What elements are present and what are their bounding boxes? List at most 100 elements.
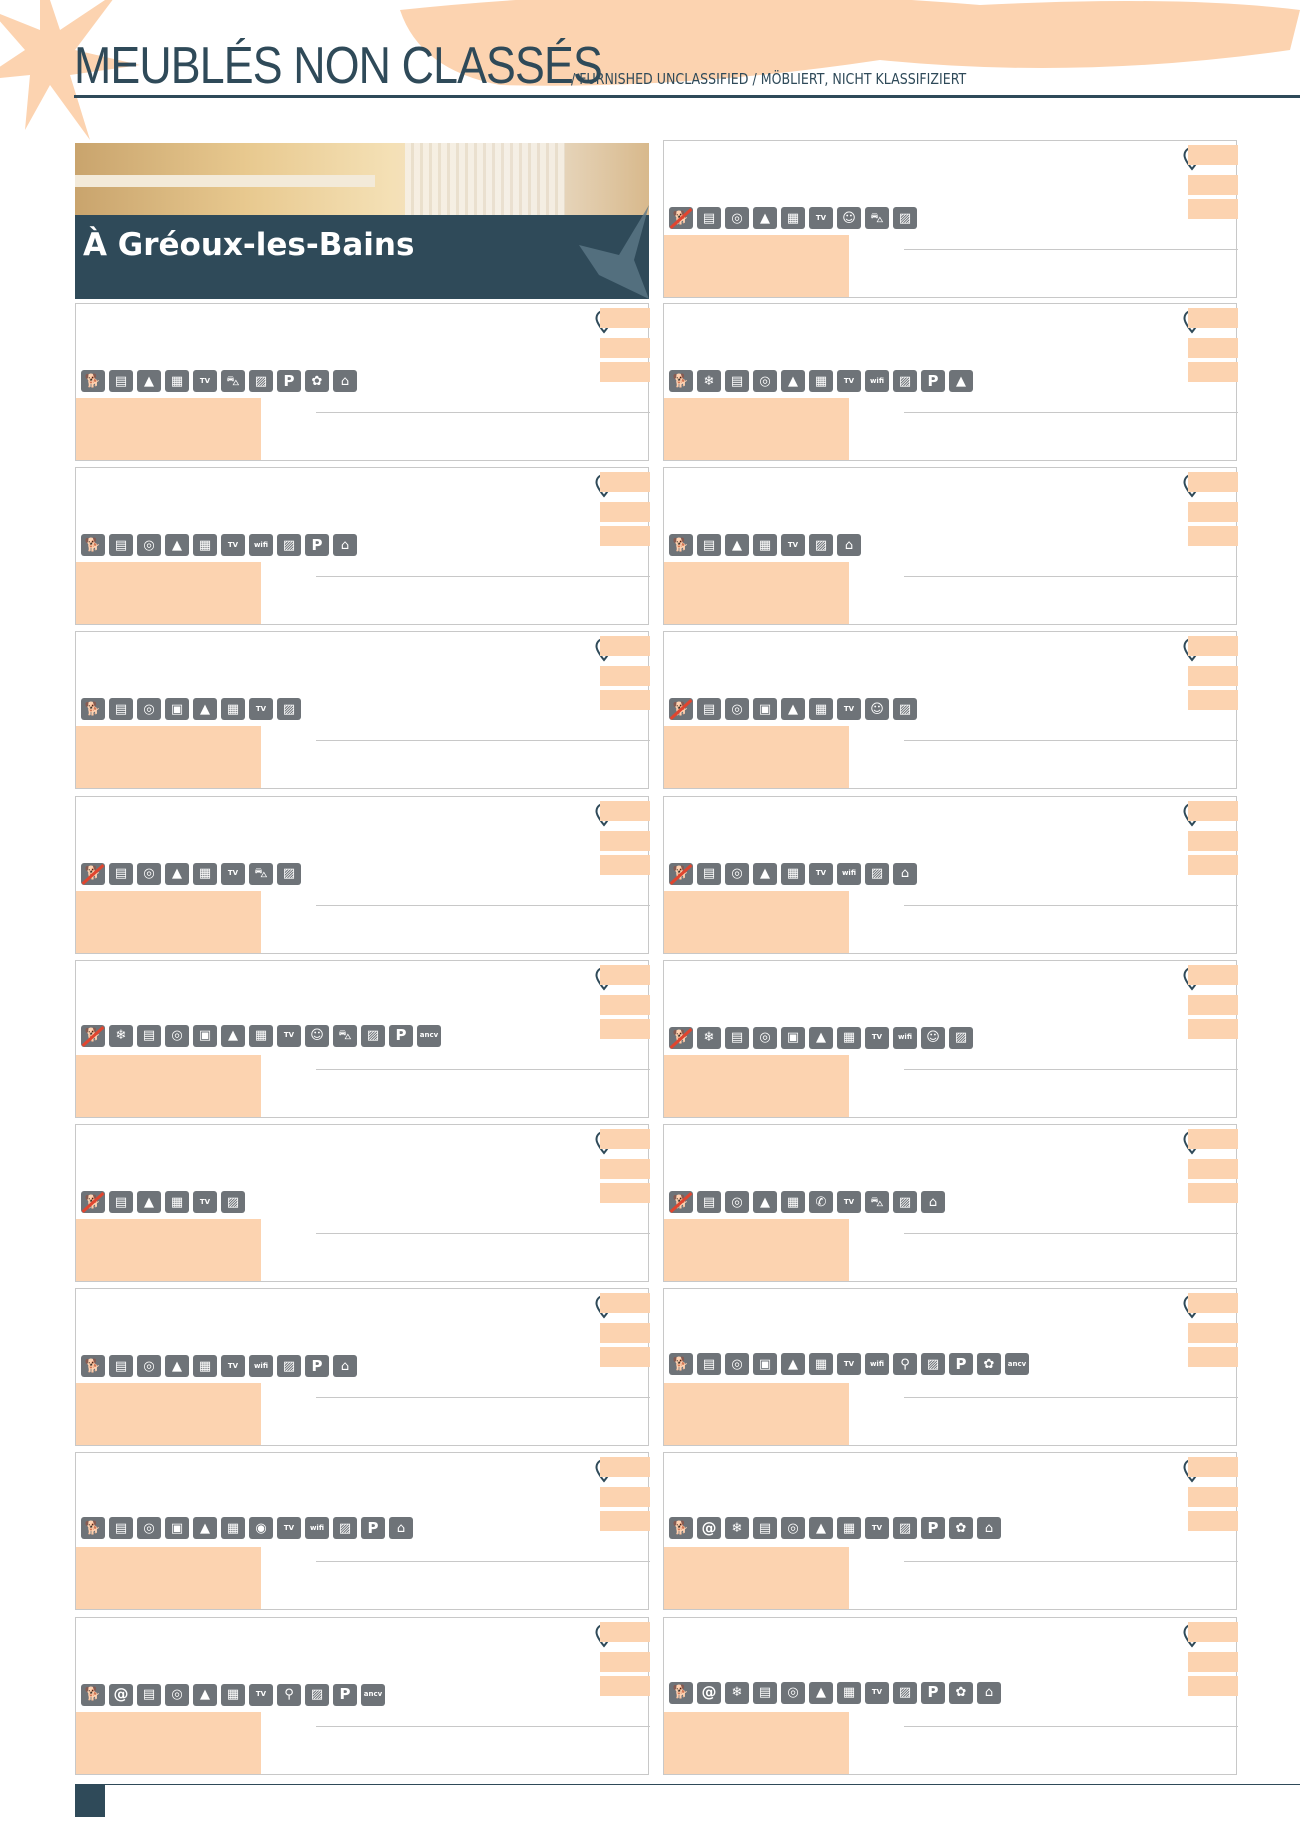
no-pets-icon: 🐕 bbox=[81, 1191, 105, 1213]
microwave-icon: ▣ bbox=[753, 1353, 777, 1376]
tv-icon: TV bbox=[781, 534, 805, 557]
cards-icon: ▨ bbox=[893, 698, 917, 721]
parking-icon: P bbox=[305, 1355, 329, 1378]
amenity-icon-row: 🐕 ▤ ◎ ▲ ▦ TV ☺ ⛍ ▨ bbox=[669, 207, 917, 229]
washing-machine-icon: ◎ bbox=[137, 1517, 161, 1540]
listing-highlight-block bbox=[664, 1054, 849, 1117]
side-info-field bbox=[600, 854, 650, 875]
dishwasher-icon: ▤ bbox=[109, 1191, 133, 1213]
listing-card: 🐕 ▤ ▲ ▦ TV ⛍ ▨ P ✿ ⌂ bbox=[75, 303, 650, 461]
page-title: MEUBLÉS NON CLASSÉS bbox=[74, 37, 603, 95]
side-info-field bbox=[1188, 1293, 1238, 1314]
listing-card: 🐕 ▤ ▲ ▦ TV ▨ ⌂ bbox=[663, 467, 1238, 626]
tv-icon: TV bbox=[221, 862, 245, 885]
listing-card: 🐕 ▤ ◎ ▣ ▲ ▦ TV ▨ bbox=[75, 631, 650, 790]
garden-icon: ✿ bbox=[949, 1517, 973, 1540]
dishwasher-icon: ▤ bbox=[109, 370, 133, 392]
washing-machine-icon: ◎ bbox=[725, 1191, 749, 1213]
wifi-icon: wifi bbox=[249, 534, 273, 557]
microwave-icon: ▣ bbox=[781, 1026, 805, 1049]
tv-icon: TV bbox=[865, 1681, 889, 1704]
terrace-icon: ⌂ bbox=[977, 1681, 1001, 1704]
garden-icon: ✿ bbox=[949, 1681, 973, 1704]
side-info-field bbox=[600, 308, 650, 328]
car-icon: ⛍ bbox=[333, 1024, 357, 1047]
side-info-field bbox=[600, 1675, 650, 1696]
dryer-icon: ◉ bbox=[249, 1517, 273, 1540]
side-info-field bbox=[1188, 338, 1238, 358]
side-info-field bbox=[600, 636, 650, 657]
hero-banner: À Gréoux-les-Bains bbox=[75, 143, 649, 299]
side-info-field bbox=[600, 1018, 650, 1039]
tv-icon: TV bbox=[193, 1191, 217, 1213]
wifi-icon: wifi bbox=[865, 1353, 889, 1376]
side-info-field bbox=[1188, 1323, 1238, 1344]
side-info-field bbox=[600, 1347, 650, 1368]
amenity-icon-row: 🐕 ▤ ◎ ▲ ▦ TV wifi ▨ ⌂ bbox=[669, 862, 917, 885]
listing-card: 🐕 ▤ ◎ ▲ ▦ ✆ TV ⛍ ▨ ⌂ bbox=[663, 1124, 1238, 1282]
car-icon: ⛍ bbox=[249, 862, 273, 885]
amenity-icon-row: 🐕 ▤ ◎ ▲ ▦ TV wifi ▨ P ⌂ bbox=[81, 534, 357, 557]
cards-icon: ▨ bbox=[221, 1191, 245, 1213]
pets-icon: 🐕 bbox=[669, 1517, 693, 1540]
side-info-field bbox=[1188, 854, 1238, 875]
side-info-field bbox=[1188, 1487, 1238, 1508]
terrace-icon: ⌂ bbox=[333, 370, 357, 392]
cards-icon: ▨ bbox=[277, 862, 301, 885]
oven-icon: ▦ bbox=[837, 1026, 861, 1049]
dishwasher-icon: ▤ bbox=[109, 698, 133, 721]
listing-info-rule bbox=[316, 1233, 650, 1234]
listing-highlight-block bbox=[76, 562, 261, 625]
listing-info-rule bbox=[904, 1068, 1238, 1070]
listing-card: 🐕 ▤ ◎ ▲ ▦ TV ⛍ ▨ bbox=[75, 795, 650, 954]
side-info-field bbox=[1188, 526, 1238, 547]
listing-info-rule bbox=[316, 1725, 650, 1727]
listing-info-rule bbox=[316, 1561, 650, 1563]
dishwasher-icon: ▤ bbox=[109, 1517, 133, 1540]
amenity-icon-row: 🐕 ▤ ◎ ▣ ▲ ▦ TV wifi ⚲ ▨ P ✿ ancv bbox=[669, 1353, 1029, 1376]
side-info-field bbox=[600, 502, 650, 523]
listing-info-rule bbox=[316, 412, 650, 413]
tv-icon: TV bbox=[277, 1517, 301, 1540]
pets-icon: 🐕 bbox=[81, 1355, 105, 1378]
tv-icon: TV bbox=[837, 1191, 861, 1213]
side-info-field bbox=[1188, 308, 1238, 328]
amenity-icon-row: 🐕 ❄ ▤ ◎ ▣ ▲ ▦ TV wifi ☺ ▨ bbox=[669, 1026, 973, 1049]
listing-info-rule bbox=[316, 1397, 650, 1399]
phone-icon: ✆ bbox=[809, 1191, 833, 1213]
wifi-icon: wifi bbox=[865, 370, 889, 392]
oven-icon: ▦ bbox=[809, 698, 833, 721]
cards-icon: ▨ bbox=[277, 534, 301, 557]
side-info-field bbox=[600, 1159, 650, 1179]
side-info-field bbox=[600, 1511, 650, 1532]
iron-icon: ▲ bbox=[781, 698, 805, 721]
microwave-icon: ▣ bbox=[193, 1024, 217, 1047]
side-info-field bbox=[600, 666, 650, 687]
listing-info-rule bbox=[904, 1397, 1238, 1399]
cards-icon: ▨ bbox=[893, 207, 917, 229]
amenity-icon-row: 🐕 @ ❄ ▤ ◎ ▲ ▦ TV ▨ P ✿ ⌂ bbox=[669, 1681, 1001, 1704]
oven-icon: ▦ bbox=[221, 1517, 245, 1540]
side-info-field bbox=[1188, 1675, 1238, 1696]
side-info-field bbox=[1188, 1621, 1238, 1642]
side-info-field bbox=[1188, 362, 1238, 382]
parking-icon: P bbox=[921, 370, 945, 392]
parking-icon: P bbox=[333, 1683, 357, 1706]
pets-icon: 🐕 bbox=[81, 1517, 105, 1540]
cards-icon: ▨ bbox=[921, 1353, 945, 1376]
oven-icon: ▦ bbox=[837, 1681, 861, 1704]
hero-star-decoration bbox=[579, 205, 649, 299]
washing-machine-icon: ◎ bbox=[725, 862, 749, 885]
oven-icon: ▦ bbox=[221, 1683, 245, 1706]
cards-icon: ▨ bbox=[361, 1024, 385, 1047]
listing-card: 🐕 ▤ ◎ ▲ ▦ TV ☺ ⛍ ▨ bbox=[663, 140, 1238, 298]
listing-info-rule bbox=[904, 1233, 1238, 1234]
tv-icon: TV bbox=[193, 370, 217, 392]
pets-icon: 🐕 bbox=[81, 698, 105, 721]
page-subtitle: / FURNISHED UNCLASSIFIED / MÖBLIERT, NIC… bbox=[571, 70, 967, 88]
decorative-brush-stroke bbox=[400, 0, 1300, 86]
tv-icon: TV bbox=[809, 207, 833, 229]
terrace-icon: ⌂ bbox=[893, 862, 917, 885]
person-icon: ☺ bbox=[305, 1024, 329, 1047]
